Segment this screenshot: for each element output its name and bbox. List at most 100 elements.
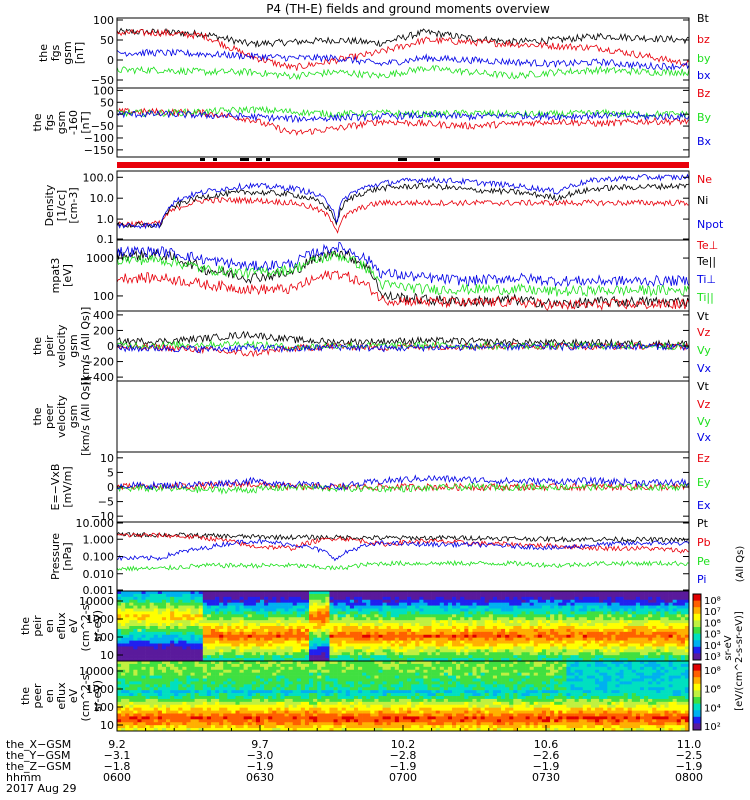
heatmap-cell <box>394 611 400 615</box>
heatmap-cell <box>223 684 228 688</box>
heatmap-cell <box>182 719 187 723</box>
heatmap-cell <box>513 608 518 612</box>
heatmap-cell <box>337 640 343 644</box>
heatmap-cell <box>186 605 191 609</box>
heatmap-cell <box>276 628 281 633</box>
heatmap-cell <box>456 626 461 630</box>
heatmap-cell <box>206 617 212 621</box>
heatmap-cell <box>664 591 669 595</box>
heatmap-cell <box>374 593 379 598</box>
heatmap-cell <box>480 596 486 601</box>
heatmap-cell <box>260 637 265 641</box>
heatmap-cell <box>198 725 204 729</box>
heatmap-cell <box>590 608 596 612</box>
heatmap-cell <box>239 713 244 717</box>
heatmap-cell <box>349 626 355 630</box>
heatmap-cell <box>247 652 253 656</box>
heatmap-cell <box>325 593 330 598</box>
heatmap-cell <box>190 658 195 662</box>
heatmap-cell <box>309 620 314 624</box>
heatmap-cell <box>227 623 232 627</box>
heatmap-cell <box>202 661 208 665</box>
heatmap-cell <box>382 637 387 641</box>
heatmap-cell <box>452 591 457 595</box>
heatmap-cell <box>210 719 216 723</box>
heatmap-cell <box>484 614 490 618</box>
heatmap-cell <box>206 701 212 706</box>
heatmap-cell <box>615 614 620 618</box>
heatmap-cell <box>546 608 551 612</box>
heatmap-cell <box>260 658 265 662</box>
heatmap-cell <box>321 643 326 647</box>
heatmap-cell <box>541 658 547 662</box>
heatmap-cell <box>668 602 673 606</box>
heatmap-cell <box>247 687 253 691</box>
heatmap-cell <box>468 596 473 601</box>
heatmap-cell <box>166 678 171 682</box>
heatmap-cell <box>390 637 396 641</box>
heatmap-cell <box>215 640 220 644</box>
heatmap-cell <box>476 655 481 659</box>
heatmap-cell <box>117 628 122 633</box>
heatmap-cell <box>190 611 195 615</box>
heatmap-cell <box>174 684 179 688</box>
heatmap-cell <box>117 652 122 656</box>
heatmap-cell <box>219 602 224 606</box>
heatmap-cell <box>345 634 351 638</box>
heatmap-cell <box>480 649 486 653</box>
heatmap-cell <box>296 710 302 714</box>
heatmap-cell <box>525 593 530 598</box>
heatmap-cell <box>313 698 318 703</box>
heatmap-cell <box>223 666 228 671</box>
heatmap-cell <box>304 593 310 598</box>
heatmap-cell <box>325 725 330 729</box>
heatmap-cell <box>133 678 138 682</box>
heatmap-cell <box>149 602 155 606</box>
heatmap-cell <box>300 687 306 691</box>
heatmap-cell <box>680 611 686 615</box>
heatmap-cell <box>341 623 347 627</box>
heatmap-cell <box>680 608 686 612</box>
heatmap-cell <box>488 596 494 601</box>
heatmap-cell <box>125 722 130 726</box>
heatmap-cell <box>317 704 322 708</box>
heatmap-cell <box>619 593 624 598</box>
heatmap-cell <box>296 722 302 726</box>
heatmap-cell <box>660 617 665 621</box>
heatmap-cell <box>125 669 130 673</box>
heatmap-cell <box>300 684 306 688</box>
heatmap-cell <box>145 675 150 679</box>
heatmap-cell <box>386 646 392 650</box>
heatmap-cell <box>231 605 236 609</box>
heatmap-cell <box>149 626 155 630</box>
heatmap-cell <box>460 620 465 624</box>
heatmap-cell <box>386 620 392 624</box>
heatmap-cell <box>198 605 204 609</box>
heatmap-cell <box>456 617 461 621</box>
heatmap-cell <box>680 614 686 618</box>
heatmap-cell <box>284 649 289 653</box>
heatmap-cell <box>284 626 289 630</box>
heatmap-cell <box>284 666 289 671</box>
heatmap-cell <box>202 591 208 595</box>
heatmap-cell <box>133 661 138 665</box>
heatmap-cell <box>292 666 298 671</box>
heatmap-cell <box>215 663 220 668</box>
heatmap-cell <box>578 655 584 659</box>
heatmap-cell <box>472 637 477 641</box>
heatmap-cell <box>501 593 506 598</box>
heatmap-cell <box>300 681 306 685</box>
heatmap-cell <box>198 614 204 618</box>
heatmap-cell <box>161 605 167 609</box>
heatmap-cell <box>239 646 244 650</box>
heatmap-cell <box>174 704 179 708</box>
heatmap-cell <box>349 725 355 729</box>
heatmap-cell <box>541 591 547 595</box>
heatmap-cell <box>353 617 359 621</box>
heatmap-cell <box>231 655 236 659</box>
heatmap-cell <box>170 605 175 609</box>
heatmap-cell <box>431 623 436 627</box>
heatmap-cell <box>133 687 138 691</box>
heatmap-cell <box>198 693 204 697</box>
heatmap-cell <box>321 707 326 711</box>
